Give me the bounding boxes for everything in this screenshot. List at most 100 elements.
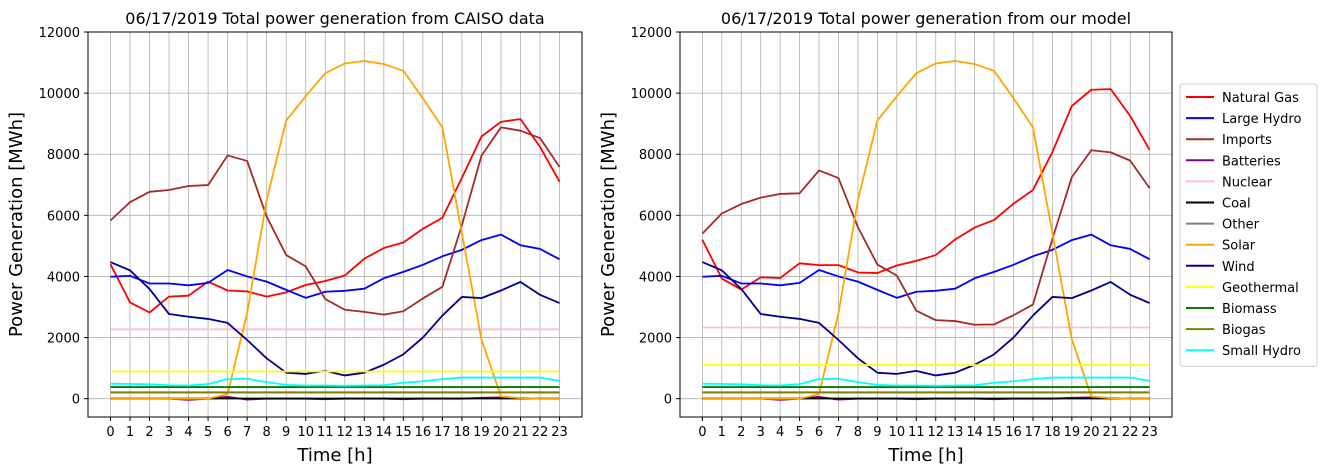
x-tick-label: 22 — [1122, 425, 1139, 440]
series-line-solar — [110, 60, 560, 400]
series-line-large-hydro — [110, 233, 560, 299]
plot-frame — [87, 31, 583, 418]
series-line-wind — [702, 261, 1150, 377]
x-tick-label: 6 — [223, 425, 231, 440]
x-tick-label: 8 — [854, 425, 862, 440]
legend-label: Large Hydro — [1222, 112, 1301, 127]
legend-label: Biogas — [1222, 323, 1266, 338]
x-tick-label: 16 — [415, 425, 432, 440]
x-tick-label: 17 — [1025, 425, 1042, 440]
series-line-natural-gas — [701, 88, 1151, 291]
legend-label: Other — [1222, 218, 1260, 233]
plot-frame — [679, 31, 1173, 418]
legend-label: Coal — [1222, 197, 1251, 212]
x-tick-label: 15 — [986, 425, 1003, 440]
legend-label: Imports — [1222, 133, 1272, 148]
legend-label: Wind — [1222, 260, 1255, 275]
x-tick-label: 14 — [966, 425, 983, 440]
x-tick-label: 11 — [317, 425, 334, 440]
x-tick-label: 19 — [1064, 425, 1081, 440]
x-tick-label: 23 — [551, 425, 568, 440]
x-tick-label: 18 — [1044, 425, 1061, 440]
x-tick-label: 5 — [204, 425, 212, 440]
series-line-imports — [701, 149, 1151, 326]
x-axis-label: Time [h] — [296, 445, 372, 466]
x-tick-label: 20 — [493, 425, 510, 440]
x-tick-label: 21 — [1102, 425, 1119, 440]
x-tick-label: 4 — [184, 425, 192, 440]
y-axis-label: Power Generation [MWh] — [6, 112, 27, 337]
series-line-wind — [110, 261, 560, 377]
legend-box — [1179, 83, 1318, 367]
x-tick-label: 1 — [126, 425, 134, 440]
legend-label: Nuclear — [1222, 175, 1273, 190]
x-tick-label: 7 — [834, 425, 842, 440]
x-tick-label: 2 — [145, 425, 153, 440]
x-tick-label: 17 — [434, 425, 451, 440]
x-tick-label: 13 — [947, 425, 964, 440]
x-tick-label: 4 — [776, 425, 784, 440]
x-tick-label: 5 — [795, 425, 803, 440]
x-tick-label: 9 — [282, 425, 290, 440]
chart-title: 06/17/2019 Total power generation from o… — [721, 9, 1131, 28]
x-tick-label: 18 — [454, 425, 471, 440]
legend-label: Solar — [1222, 239, 1256, 254]
x-tick-label: 14 — [376, 425, 393, 440]
y-axis-label: Power Generation [MWh] — [598, 112, 619, 337]
x-tick-label: 3 — [757, 425, 765, 440]
y-tick-label: 2000 — [639, 332, 672, 347]
x-tick-label: 10 — [889, 425, 906, 440]
x-tick-label: 19 — [473, 425, 490, 440]
x-tick-label: 3 — [165, 425, 173, 440]
series-line-natural-gas — [109, 118, 561, 314]
chart-title: 06/17/2019 Total power generation from C… — [125, 9, 544, 28]
series-line-solar — [702, 60, 1150, 400]
y-tick-label: 10000 — [39, 87, 80, 102]
series-line-small-hydro — [702, 376, 1150, 387]
x-tick-label: 22 — [532, 425, 549, 440]
x-tick-label: 13 — [356, 425, 373, 440]
x-tick-label: 8 — [263, 425, 271, 440]
y-tick-label: 6000 — [47, 209, 80, 224]
chart-left: 0 1 2 3 4 5 6 7 8 9 10 11 12 13 14 15 16 17 18 19 20 21 22 2302… — [6, 9, 583, 466]
x-tick-label: 1 — [718, 425, 726, 440]
x-tick-label: 7 — [243, 425, 251, 440]
y-tick-label: 12000 — [39, 26, 80, 41]
legend-label: Batteries — [1222, 154, 1281, 169]
x-tick-label: 0 — [106, 425, 114, 440]
series-line-small-hydro — [110, 376, 560, 387]
legend: Natural Gas Large Hydro Imports Batteries Nu… — [1179, 83, 1318, 367]
y-tick-label: 6000 — [639, 209, 672, 224]
y-tick-label: 0 — [72, 393, 80, 408]
y-tick-label: 12000 — [631, 26, 672, 41]
chart-right: 0 1 2 3 4 5 6 7 8 9 10 11 12 13 14 15 16 17 18 19 20 21 22 2302… — [598, 9, 1173, 466]
x-tick-label: 23 — [1141, 425, 1158, 440]
legend-label: Small Hydro — [1222, 344, 1301, 359]
x-tick-label: 0 — [698, 425, 706, 440]
x-tick-label: 10 — [297, 425, 314, 440]
legend-label: Natural Gas — [1222, 91, 1299, 106]
y-tick-label: 8000 — [639, 148, 672, 163]
x-tick-label: 20 — [1083, 425, 1100, 440]
y-tick-label: 4000 — [639, 270, 672, 285]
legend-label: Biomass — [1222, 302, 1277, 317]
legend-label: Geothermal — [1222, 281, 1299, 296]
y-tick-label: 0 — [664, 393, 672, 408]
y-tick-label: 4000 — [47, 270, 80, 285]
x-tick-label: 21 — [512, 425, 529, 440]
x-tick-label: 15 — [395, 425, 412, 440]
y-tick-label: 10000 — [631, 87, 672, 102]
x-tick-label: 16 — [1005, 425, 1022, 440]
series-line-imports — [109, 126, 561, 316]
x-axis-label: Time [h] — [887, 445, 963, 466]
series-line-large-hydro — [702, 233, 1151, 299]
x-tick-label: 11 — [908, 425, 925, 440]
x-tick-label: 12 — [336, 425, 353, 440]
x-tick-label: 12 — [927, 425, 944, 440]
x-tick-label: 9 — [873, 425, 881, 440]
y-tick-label: 2000 — [47, 332, 80, 347]
x-tick-label: 6 — [815, 425, 823, 440]
x-tick-label: 2 — [737, 425, 745, 440]
y-tick-label: 8000 — [47, 148, 80, 163]
